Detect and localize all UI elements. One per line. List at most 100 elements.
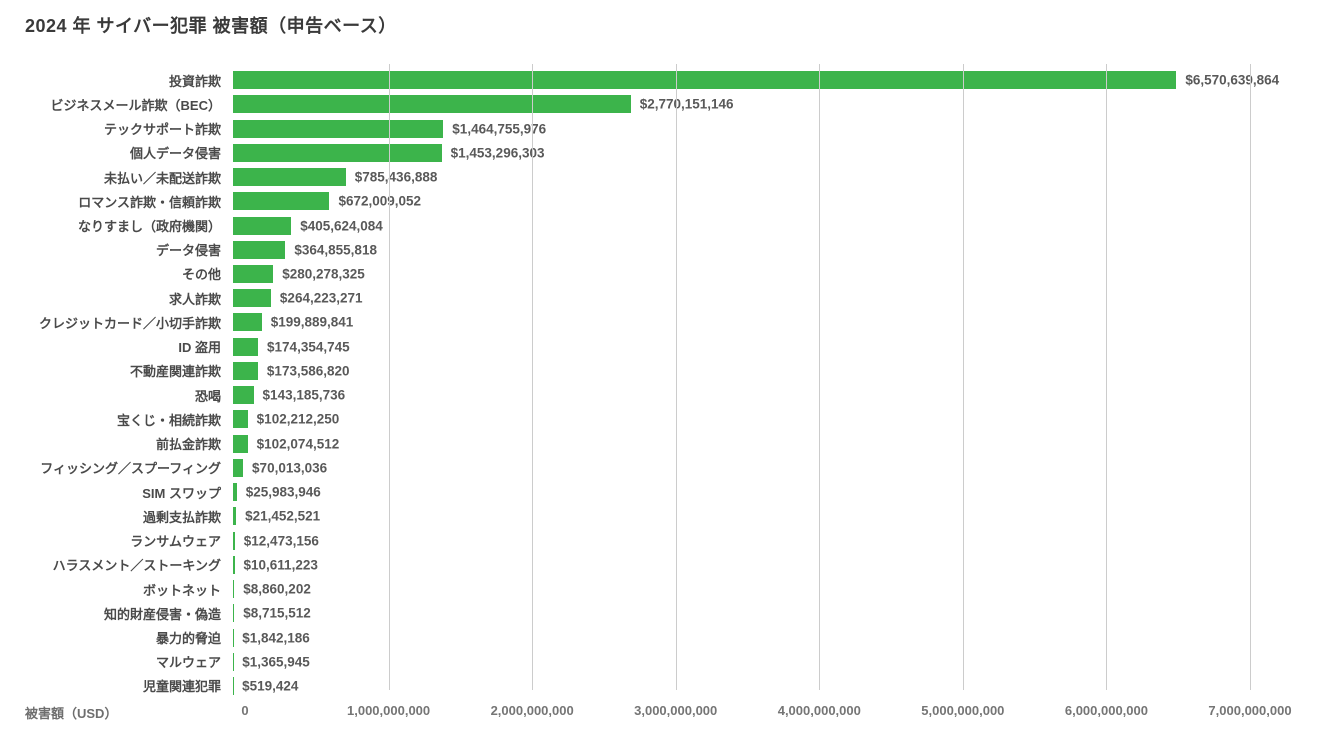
category-label: なりすまし（政府機関） (77, 219, 221, 235)
value-label: $264,223,271 (279, 290, 363, 306)
bar (233, 119, 444, 138)
bar-cell: $10,611,223 (233, 553, 1344, 577)
bar (233, 143, 442, 162)
bar-cell: $25,983,946 (233, 480, 1344, 504)
bars-area: 投資詐欺 $6,570,639,864 ビジネスメール詐欺（BEC） $2,770,1… (0, 68, 1344, 698)
bar (233, 410, 248, 429)
bar-cell: $264,223,271 (233, 286, 1344, 310)
x-axis-title: 被害額（USD） (25, 706, 118, 721)
x-tick-label: 1,000,000,000 (346, 703, 431, 718)
chart-row: 暴力的脅迫 $1,842,186 (0, 625, 1344, 649)
chart-row: 未払い／未配送詐欺 $785,436,888 (0, 165, 1344, 189)
bar-cell: $405,624,084 (233, 213, 1344, 237)
value-label: $519,424 (242, 678, 299, 694)
category-label: 過剰支払詐欺 (142, 509, 221, 525)
chart-row: テックサポート詐欺 $1,464,755,976 (0, 116, 1344, 140)
value-label: $25,983,946 (245, 484, 321, 500)
bar (233, 434, 248, 453)
value-label: $8,860,202 (243, 581, 311, 597)
bar-cell: $102,212,250 (233, 407, 1344, 431)
bar-cell: $519,424 (233, 674, 1344, 698)
category-label: ハラスメント／ストーキング (52, 558, 221, 574)
bar-cell: $102,074,512 (233, 432, 1344, 456)
bar-cell: $672,009,052 (233, 189, 1344, 213)
x-tick-label: 6,000,000,000 (1064, 703, 1148, 718)
value-label: $8,715,512 (243, 605, 311, 621)
bar-cell: $6,570,639,864 (233, 68, 1344, 92)
value-label: $1,464,755,976 (452, 121, 547, 137)
chart-row: ボットネット $8,860,202 (0, 577, 1344, 601)
bar (233, 289, 271, 308)
category-label: ビジネスメール詐欺（BEC） (50, 97, 221, 113)
chart-row: 前払金詐欺 $102,074,512 (0, 432, 1344, 456)
x-tick-label: 0 (241, 703, 249, 718)
chart-row: なりすまし（政府機関） $405,624,084 (0, 213, 1344, 237)
x-axis: 被害額（USD） 0 1,000,000,000 2,000,000,000 3,00… (0, 703, 1344, 725)
bar (233, 628, 234, 647)
chart-row: ハラスメント／ストーキング $10,611,223 (0, 553, 1344, 577)
chart-row: 児童関連犯罪 $519,424 (0, 674, 1344, 698)
bar-cell: $8,860,202 (233, 577, 1344, 601)
category-label: SIM スワップ (142, 485, 221, 501)
bar-cell: $8,715,512 (233, 601, 1344, 625)
bar-cell: $280,278,325 (233, 262, 1344, 286)
value-label: $21,452,521 (245, 508, 321, 524)
bar (233, 216, 292, 235)
bar (233, 71, 1177, 90)
bar-cell: $364,855,818 (233, 238, 1344, 262)
category-label: 恐喝 (194, 388, 221, 404)
category-label: ID 盗用 (178, 340, 221, 356)
value-label: $280,278,325 (282, 266, 365, 282)
bar (233, 95, 631, 114)
value-label: $70,013,036 (252, 460, 328, 476)
value-label: $785,436,888 (354, 169, 438, 185)
category-label: 児童関連犯罪 (142, 679, 221, 695)
category-label: 暴力的脅迫 (155, 631, 221, 646)
chart-row: ID 盗用 $174,354,745 (0, 335, 1344, 359)
value-label: $199,889,841 (270, 314, 354, 330)
category-label: ロマンス詐欺・信頼詐欺 (78, 194, 221, 210)
bar (233, 652, 234, 671)
chart-row: その他 $280,278,325 (0, 262, 1344, 286)
value-label: $364,855,818 (294, 242, 377, 258)
bar (233, 555, 235, 574)
value-label: $2,770,151,146 (639, 96, 734, 112)
bar (233, 386, 254, 405)
category-label: フィッシング／スプーフィング (40, 461, 221, 477)
category-label: マルウェア (155, 655, 221, 671)
x-tick-label: 4,000,000,000 (777, 703, 861, 718)
bar (233, 192, 330, 211)
category-label: 投資詐欺 (168, 73, 221, 89)
chart-title: 2024 年 サイバー犯罪 被害額（申告ベース） (25, 16, 397, 36)
bar-cell: $199,889,841 (233, 310, 1344, 334)
bar (233, 531, 235, 550)
bar (233, 604, 235, 623)
bar-cell: $2,770,151,146 (233, 92, 1344, 116)
category-label: クレジットカード／小切手詐欺 (38, 315, 221, 331)
value-label: $1,453,296,303 (450, 145, 545, 161)
chart-row: SIM スワップ $25,983,946 (0, 480, 1344, 504)
bar-cell: $173,586,820 (233, 359, 1344, 383)
bar (233, 483, 237, 502)
chart-row: 求人詐欺 $264,223,271 (0, 286, 1344, 310)
x-tick-label: 3,000,000,000 (634, 703, 718, 718)
bar (233, 580, 235, 599)
chart-row: 恐喝 $143,185,736 (0, 383, 1344, 407)
plot-area: 投資詐欺 $6,570,639,864 ビジネスメール詐欺（BEC） $2,770,1… (0, 64, 1344, 698)
bar (233, 676, 234, 695)
value-label: $174,354,745 (267, 339, 350, 355)
bar-cell: $174,354,745 (233, 335, 1344, 359)
bar-cell: $143,185,736 (233, 383, 1344, 407)
bar (233, 264, 274, 283)
category-label: 未払い／未配送詐欺 (103, 170, 221, 186)
category-label: 宝くじ・相続詐欺 (116, 412, 221, 428)
category-label: ボットネット (142, 582, 221, 598)
category-label: 個人データ侵害 (129, 146, 221, 162)
bar (233, 507, 237, 526)
bar (233, 240, 286, 259)
bar-cell: $1,464,755,976 (233, 116, 1344, 140)
category-label: 知的財産侵害・偽造 (103, 606, 221, 622)
bar (233, 458, 244, 477)
category-label: データ侵害 (155, 243, 221, 259)
value-label: $102,074,512 (256, 436, 340, 452)
